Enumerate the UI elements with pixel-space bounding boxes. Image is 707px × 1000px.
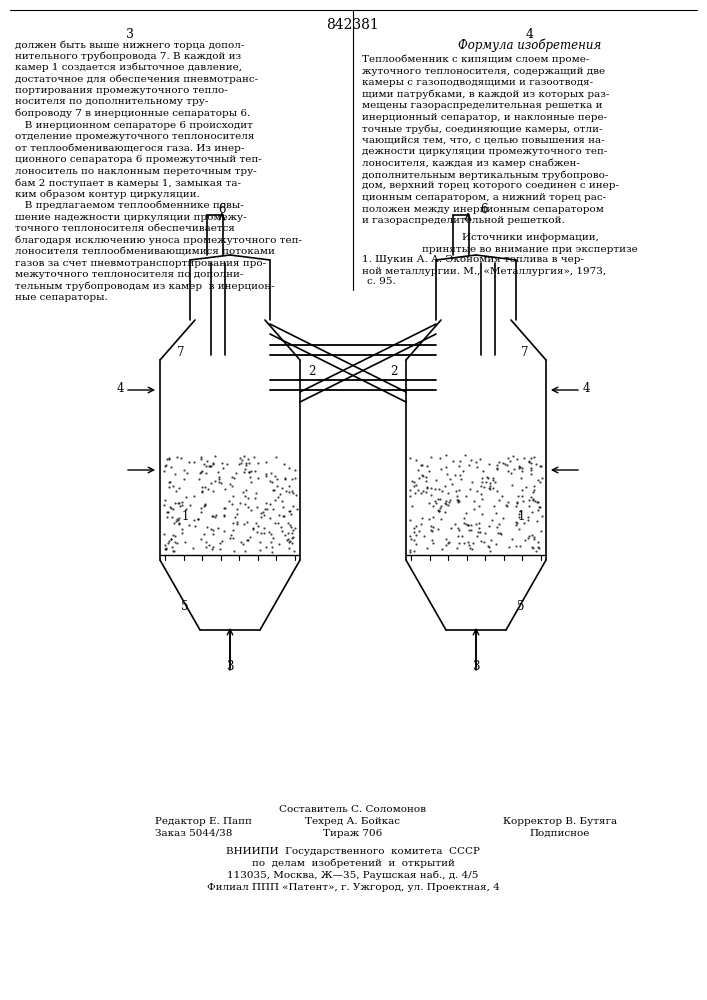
Text: 1: 1 bbox=[181, 510, 189, 523]
Text: точные трубы, соединяющие камеры, отли-: точные трубы, соединяющие камеры, отли- bbox=[362, 124, 602, 133]
Text: щими патрубками, в каждой из которых раз-: щими патрубками, в каждой из которых раз… bbox=[362, 90, 609, 99]
Text: мещены газораспределительная решетка и: мещены газораспределительная решетка и bbox=[362, 101, 602, 110]
Text: жуточного теплоносителя, содержащий две: жуточного теплоносителя, содержащий две bbox=[362, 66, 605, 76]
Text: инерционный сепаратор, и наклонные пере-: инерционный сепаратор, и наклонные пере- bbox=[362, 112, 607, 121]
Text: благодаря исключению уноса промежуточного теп-: благодаря исключению уноса промежуточног… bbox=[15, 235, 302, 245]
Text: 3: 3 bbox=[472, 660, 480, 673]
Text: Подписное: Подписное bbox=[530, 829, 590, 838]
Text: дежности циркуляции промежуточного теп-: дежности циркуляции промежуточного теп- bbox=[362, 147, 607, 156]
Text: от теплообменивающегося газа. Из инер-: от теплообменивающегося газа. Из инер- bbox=[15, 143, 245, 153]
Text: межуточного теплоносителя по дополни-: межуточного теплоносителя по дополни- bbox=[15, 270, 243, 279]
Text: бопроводу 7 в инерционные сепараторы 6.: бопроводу 7 в инерционные сепараторы 6. bbox=[15, 109, 250, 118]
Text: Техред А. Бойкас: Техред А. Бойкас bbox=[305, 817, 400, 826]
Text: ВНИИПИ  Государственного  комитета  СССР: ВНИИПИ Государственного комитета СССР bbox=[226, 847, 480, 856]
Text: 6: 6 bbox=[218, 203, 226, 216]
Text: шение надежности циркуляции промежу-: шение надежности циркуляции промежу- bbox=[15, 213, 247, 222]
Text: Источники информации,: Источники информации, bbox=[462, 233, 598, 242]
Text: по  делам  изобретений  и  открытий: по делам изобретений и открытий bbox=[252, 859, 455, 868]
Text: дополнительным вертикальным трубопрово-: дополнительным вертикальным трубопрово- bbox=[362, 170, 609, 180]
Text: газов за счет пневмотранспортирования про-: газов за счет пневмотранспортирования пр… bbox=[15, 258, 266, 267]
Text: 6: 6 bbox=[480, 203, 488, 216]
Text: Корректор В. Бутяга: Корректор В. Бутяга bbox=[503, 817, 617, 826]
Text: положен между инерционным сепаратором: положен между инерционным сепаратором bbox=[362, 205, 604, 214]
Text: лоносителя, каждая из камер снабжен-: лоносителя, каждая из камер снабжен- bbox=[362, 158, 580, 168]
Text: камеры с газоподводящими и газоотводя-: камеры с газоподводящими и газоотводя- bbox=[362, 78, 593, 87]
Text: 842381: 842381 bbox=[327, 18, 380, 32]
Text: В предлагаемом теплообменнике повы-: В предлагаемом теплообменнике повы- bbox=[15, 201, 244, 211]
Text: ким образом контур циркуляции.: ким образом контур циркуляции. bbox=[15, 190, 200, 199]
Text: 3: 3 bbox=[226, 660, 234, 673]
Text: Составитель С. Соломонов: Составитель С. Соломонов bbox=[279, 805, 426, 814]
Text: 5: 5 bbox=[181, 600, 189, 613]
Text: лоноситель по наклонным переточным тру-: лоноситель по наклонным переточным тру- bbox=[15, 166, 257, 176]
Text: ционным сепаратором, а нижний торец рас-: ционным сепаратором, а нижний торец рас- bbox=[362, 193, 606, 202]
Text: 7: 7 bbox=[177, 346, 185, 359]
Text: ной металлургии. М., «Металлургия», 1973,: ной металлургии. М., «Металлургия», 1973… bbox=[362, 266, 606, 275]
Text: 113035, Москва, Ж—35, Раушская наб., д. 4/5: 113035, Москва, Ж—35, Раушская наб., д. … bbox=[228, 871, 479, 880]
Text: ционного сепаратора 6 промежуточный теп-: ционного сепаратора 6 промежуточный теп- bbox=[15, 155, 262, 164]
Text: должен быть выше нижнего торца допол-: должен быть выше нижнего торца допол- bbox=[15, 40, 245, 49]
Text: Тираж 706: Тираж 706 bbox=[323, 829, 382, 838]
Text: отделение промежуточного теплоносителя: отделение промежуточного теплоносителя bbox=[15, 132, 255, 141]
Text: 4: 4 bbox=[116, 382, 124, 395]
Text: 5: 5 bbox=[518, 600, 525, 613]
Text: Формула изобретения: Формула изобретения bbox=[458, 38, 602, 51]
Text: ные сепараторы.: ные сепараторы. bbox=[15, 293, 107, 302]
Text: принятые во внимание при экспертизе: принятые во внимание при экспертизе bbox=[422, 244, 638, 253]
Text: Теплообменник с кипящим слоем проме-: Теплообменник с кипящим слоем проме- bbox=[362, 55, 590, 64]
Text: лоносителя теплообменивающимися потоками: лоносителя теплообменивающимися потоками bbox=[15, 247, 275, 256]
Text: бам 2 поступает в камеры 1, замыкая та-: бам 2 поступает в камеры 1, замыкая та- bbox=[15, 178, 241, 188]
Text: Филиал ППП «Патент», г. Ужгород, ул. Проектная, 4: Филиал ППП «Патент», г. Ужгород, ул. Про… bbox=[206, 883, 499, 892]
Text: 1: 1 bbox=[518, 510, 525, 523]
Text: чающийся тем, что, с целью повышения на-: чающийся тем, что, с целью повышения на- bbox=[362, 135, 604, 144]
Text: 4: 4 bbox=[526, 28, 534, 41]
Text: 7: 7 bbox=[521, 346, 529, 359]
Text: достаточное для обеспечения пневмотранс-: достаточное для обеспечения пневмотранс- bbox=[15, 75, 258, 84]
Text: 4: 4 bbox=[583, 382, 590, 395]
Text: с. 95.: с. 95. bbox=[367, 277, 396, 286]
Text: точного теплоносителя обеспечивается: точного теплоносителя обеспечивается bbox=[15, 224, 235, 233]
Text: 3: 3 bbox=[126, 28, 134, 41]
Text: тельным трубопроводам из камер  в инерцион-: тельным трубопроводам из камер в инерцио… bbox=[15, 282, 274, 291]
Text: дом, верхний торец которого соединен с инер-: дом, верхний торец которого соединен с и… bbox=[362, 182, 619, 190]
Text: носителя по дополнительному тру-: носителя по дополнительному тру- bbox=[15, 98, 209, 106]
Text: В инерционном сепараторе 6 происходит: В инерционном сепараторе 6 происходит bbox=[15, 120, 253, 129]
Text: 2: 2 bbox=[308, 365, 316, 378]
Text: Заказ 5044/38: Заказ 5044/38 bbox=[155, 829, 233, 838]
Text: 1. Шукин А. А. Экономия топлива в чер-: 1. Шукин А. А. Экономия топлива в чер- bbox=[362, 255, 584, 264]
Text: Редактор Е. Папп: Редактор Е. Папп bbox=[155, 817, 252, 826]
Text: нительного трубопровода 7. В каждой из: нительного трубопровода 7. В каждой из bbox=[15, 51, 241, 61]
Text: и газораспределительной решеткой.: и газораспределительной решеткой. bbox=[362, 216, 565, 225]
Text: камер 1 создается избыточное давление,: камер 1 создается избыточное давление, bbox=[15, 63, 242, 73]
Text: 2: 2 bbox=[390, 365, 397, 378]
Text: портирования промежуточного тепло-: портирования промежуточного тепло- bbox=[15, 86, 228, 95]
